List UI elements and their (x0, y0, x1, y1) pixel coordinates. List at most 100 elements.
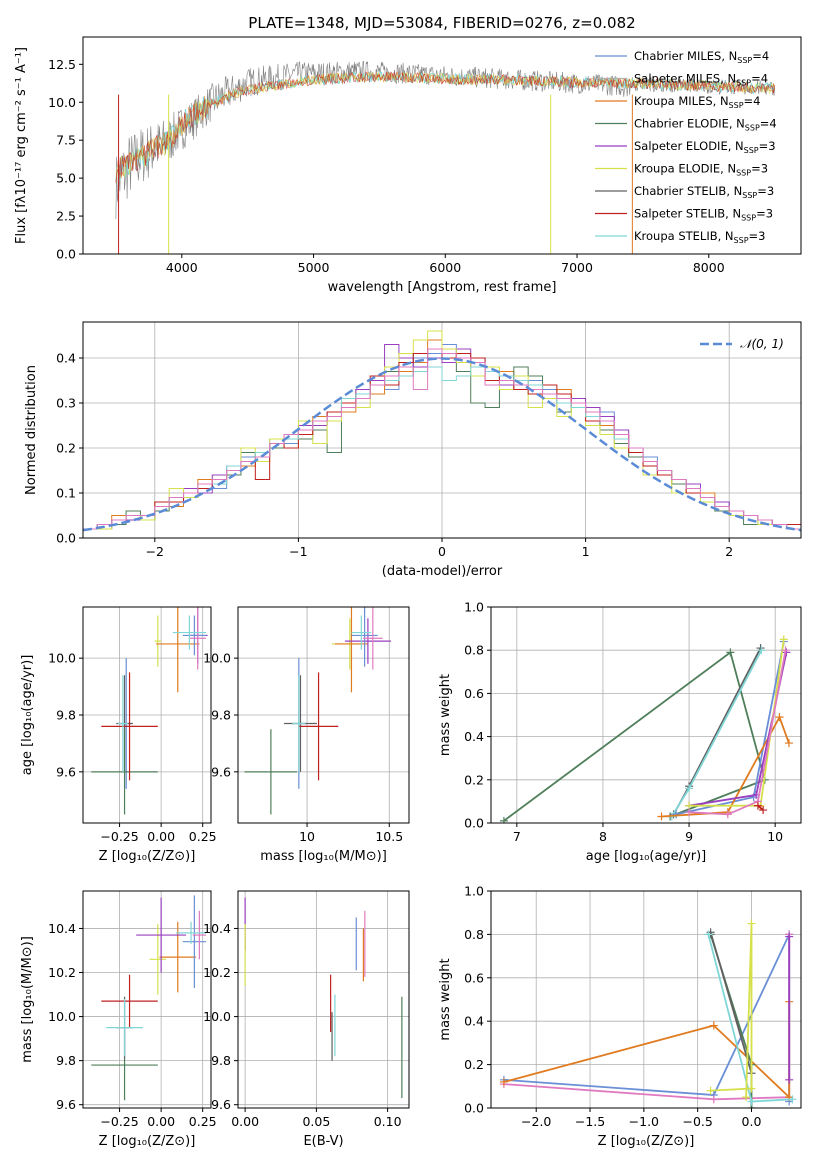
weight-marker (781, 646, 790, 655)
y-tick-label: 0.8 (464, 927, 484, 942)
y-tick-label: 9.8 (56, 1053, 76, 1068)
weight-marker (747, 919, 756, 928)
x-tick-label: 0.00 (147, 1114, 175, 1129)
x-tick-label: 0.00 (231, 1114, 259, 1129)
panel-weight_vs_Z: −2.0 −1.5 −1.0 −0.5 0.0 0.0 0.2 0.4 0.6 0.8 1.0 Z [… (438, 884, 802, 1149)
x-tick-label: 0.25 (189, 829, 217, 844)
x-tick-label: 10 (767, 829, 783, 844)
x-tick-label: −1.0 (629, 1114, 659, 1129)
legend-label-sub: SSP (736, 169, 751, 178)
weight-marker (775, 713, 784, 722)
y-tick-label: 9.6 (56, 764, 76, 779)
y-tick-label: 0.4 (56, 351, 76, 366)
x-tick-label: 6000 (429, 260, 461, 275)
y-tick-label: 10.0 (48, 651, 76, 666)
weight-marker (499, 816, 508, 823)
x-tick-label: 2 (725, 544, 733, 559)
x-tick-label: 9 (685, 829, 693, 844)
y-tick-label: 9.6 (56, 1097, 76, 1112)
legend-label-tail: =3 (759, 139, 776, 153)
legend-label-tail: =3 (757, 184, 774, 198)
y-tick-label: 0.4 (464, 1014, 484, 1029)
x-tick-label: 10.5 (375, 829, 403, 844)
x-tick-label: 8000 (693, 260, 725, 275)
y-tick-label: 9.8 (56, 708, 76, 723)
weight-marker (759, 806, 768, 815)
y-tick-label: 0.0 (56, 247, 76, 262)
legend-label: Salpeter STELIB, NSSP=3 (634, 207, 773, 223)
y-tick-label: 9.8 (211, 708, 231, 723)
y-tick-label: 0.8 (464, 643, 484, 658)
legend-label: Salpeter MILES, NSSP=4 (634, 72, 768, 88)
x-axis-label: mass [log₁₀(M/M⊙)] (260, 849, 387, 864)
legend-label: Chabrier STELIB, NSSP=3 (634, 184, 774, 200)
y-axis-label: age [log₁₀(age/yr)] (20, 655, 35, 776)
legend-label-sub: SSP (741, 214, 756, 223)
weight-line (661, 715, 790, 818)
x-axis-label: Z [log₁₀(Z/Z⊙)] (598, 1134, 695, 1149)
legend-label-main: Chabrier ELODIE, N (634, 117, 745, 131)
axes-frame (490, 890, 802, 1109)
plot-area (499, 919, 797, 1108)
legend-label: Kroupa ELODIE, NSSP=3 (634, 162, 768, 178)
y-tick-label: 10.0 (48, 95, 76, 110)
plot-area (499, 635, 793, 823)
y-tick-label: 0.6 (464, 686, 484, 701)
legend-label-tail: =3 (749, 229, 766, 243)
weight-marker (704, 930, 713, 939)
weight-line (709, 931, 753, 1074)
x-tick-label: 8 (599, 829, 607, 844)
legend-label-sub: SSP (742, 191, 757, 200)
legend-label: Kroupa STELIB, NSSP=3 (634, 229, 765, 245)
plot-area (91, 607, 208, 815)
y-tick-label: 0.1 (56, 486, 76, 501)
x-axis-label: E(B-V) (303, 1134, 343, 1149)
y-tick-label: 0.0 (56, 531, 76, 546)
axes-frame (82, 890, 212, 1109)
x-tick-label: 5000 (298, 260, 330, 275)
figure-title: PLATE=1348, MJD=53084, FIBERID=0276, z=0… (248, 14, 635, 32)
y-tick-label: 10.0 (48, 1009, 76, 1024)
weight-marker (672, 810, 681, 819)
histogram-step (83, 348, 801, 538)
y-tick-label: 10.2 (48, 965, 76, 980)
x-tick-label: 1 (582, 544, 590, 559)
weight-marker (747, 1084, 756, 1093)
legend-label-tail: =4 (751, 72, 768, 86)
x-tick-label: 0.25 (189, 1114, 217, 1129)
weight-line (689, 650, 787, 816)
legend-label-sub: SSP (744, 146, 759, 155)
y-tick-label: 7.5 (56, 133, 76, 148)
weight-line (710, 923, 753, 1098)
y-tick-label: 10.4 (48, 921, 76, 936)
panel-weight_vs_age: 7 8 9 10 0.0 0.2 0.4 0.6 0.8 1.0 age [log₁₀(age/yr… (438, 600, 802, 864)
weight-line (503, 650, 766, 822)
weight-line (689, 639, 785, 807)
legend-label-main: Chabrier STELIB, N (634, 184, 742, 198)
weight-marker (747, 1097, 756, 1106)
x-tick-label: 10 (299, 829, 315, 844)
x-tick-label: 4000 (166, 260, 198, 275)
model-spectrum (115, 71, 775, 183)
legend-label-main: Kroupa MILES, N (634, 94, 729, 108)
x-tick-label: 0 (438, 544, 446, 559)
x-tick-label: 7 (513, 829, 521, 844)
weight-marker (784, 739, 793, 748)
axes-frame (490, 606, 802, 824)
plot-area (244, 897, 403, 1099)
legend-label-main: Salpeter MILES, N (634, 72, 736, 86)
x-axis-label: (data-model)/error (382, 564, 503, 579)
x-axis-label: Z [log₁₀(Z/Z⊙)] (99, 849, 196, 864)
weight-line (672, 647, 762, 815)
weight-marker (726, 648, 735, 657)
legend-label-sub: SSP (734, 236, 749, 245)
y-axis-label: Flux [fλ10⁻¹⁷ erg cm⁻² s⁻¹ A⁻¹] (14, 47, 29, 244)
weight-marker (657, 812, 666, 821)
weight-marker (757, 646, 766, 655)
plot-area (244, 607, 391, 815)
y-tick-label: 0.2 (464, 772, 484, 787)
panel-residuals: 𝒩(0, 1) −2 −1 0 1 2 0.0 0.1 0.2 0.3 0.4 (data-model… (24, 321, 802, 579)
y-tick-label: 10.0 (203, 1009, 231, 1024)
